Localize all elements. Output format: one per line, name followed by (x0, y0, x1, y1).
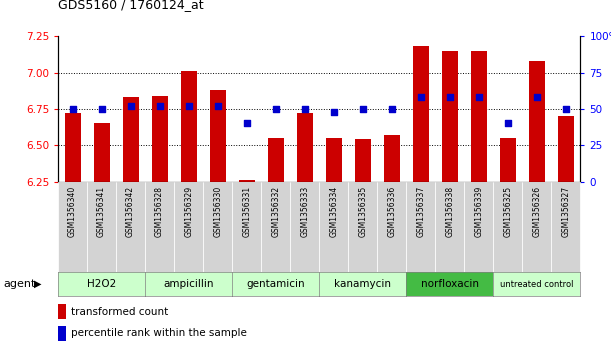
Bar (529, 61, 545, 182)
Bar (123, 97, 139, 182)
Text: GSM1356325: GSM1356325 (503, 186, 513, 237)
Bar (152, 96, 167, 182)
Text: ▶: ▶ (34, 279, 41, 289)
FancyBboxPatch shape (493, 182, 522, 272)
Bar (413, 46, 429, 182)
Point (300, 106, 310, 112)
Text: H2O2: H2O2 (87, 279, 116, 289)
FancyBboxPatch shape (435, 182, 464, 272)
Point (97, 106, 106, 112)
Bar (384, 135, 400, 182)
Text: transformed count: transformed count (71, 307, 168, 317)
Text: GDS5160 / 1760124_at: GDS5160 / 1760124_at (58, 0, 203, 11)
Text: GSM1356338: GSM1356338 (445, 186, 455, 237)
Text: GSM1356327: GSM1356327 (562, 186, 571, 237)
Text: agent: agent (3, 279, 35, 289)
Point (474, 94, 484, 100)
Text: gentamicin: gentamicin (246, 279, 305, 289)
Bar (471, 51, 487, 182)
FancyBboxPatch shape (203, 182, 232, 272)
Text: GSM1356340: GSM1356340 (68, 186, 77, 237)
Point (387, 106, 397, 112)
FancyBboxPatch shape (58, 182, 87, 272)
Text: GSM1356341: GSM1356341 (97, 186, 106, 237)
FancyBboxPatch shape (378, 182, 406, 272)
Text: GSM1356333: GSM1356333 (300, 186, 309, 237)
Bar (58, 304, 66, 319)
Point (445, 94, 455, 100)
Text: kanamycin: kanamycin (334, 279, 391, 289)
Bar (239, 180, 255, 182)
Point (68, 106, 78, 112)
Text: GSM1356334: GSM1356334 (329, 186, 338, 237)
Bar (58, 326, 66, 341)
Point (213, 103, 222, 109)
Point (329, 109, 338, 115)
Text: ampicillin: ampicillin (163, 279, 214, 289)
Bar (297, 113, 313, 182)
FancyBboxPatch shape (262, 182, 290, 272)
Point (271, 106, 280, 112)
FancyBboxPatch shape (552, 182, 580, 272)
FancyBboxPatch shape (174, 182, 203, 272)
Bar (181, 71, 197, 182)
Point (358, 106, 368, 112)
FancyBboxPatch shape (116, 182, 145, 272)
Point (155, 103, 164, 109)
Text: GSM1356326: GSM1356326 (532, 186, 541, 237)
Bar (65, 113, 81, 182)
Text: GSM1356342: GSM1356342 (126, 186, 135, 237)
Text: GSM1356328: GSM1356328 (155, 186, 164, 237)
Bar (442, 51, 458, 182)
Bar (268, 138, 284, 182)
Text: GSM1356331: GSM1356331 (242, 186, 251, 237)
Bar (500, 138, 516, 182)
Point (561, 106, 571, 112)
Point (532, 94, 542, 100)
Point (184, 103, 194, 109)
Text: GSM1356339: GSM1356339 (474, 186, 483, 237)
FancyBboxPatch shape (145, 182, 174, 272)
FancyBboxPatch shape (290, 182, 319, 272)
Text: percentile rank within the sample: percentile rank within the sample (71, 329, 246, 338)
Text: GSM1356336: GSM1356336 (387, 186, 397, 237)
FancyBboxPatch shape (464, 182, 493, 272)
Point (416, 94, 426, 100)
Point (242, 121, 252, 126)
Text: GSM1356329: GSM1356329 (184, 186, 193, 237)
FancyBboxPatch shape (319, 182, 348, 272)
FancyBboxPatch shape (522, 182, 552, 272)
FancyBboxPatch shape (232, 182, 262, 272)
Text: GSM1356332: GSM1356332 (271, 186, 280, 237)
Text: norfloxacin: norfloxacin (421, 279, 479, 289)
Bar (558, 116, 574, 182)
Bar (93, 123, 109, 182)
FancyBboxPatch shape (87, 182, 116, 272)
Bar (355, 139, 371, 182)
Bar (326, 138, 342, 182)
Text: untreated control: untreated control (500, 280, 574, 289)
FancyBboxPatch shape (348, 182, 378, 272)
Bar (210, 90, 225, 182)
Point (503, 121, 513, 126)
Text: GSM1356337: GSM1356337 (416, 186, 425, 237)
Text: GSM1356335: GSM1356335 (358, 186, 367, 237)
FancyBboxPatch shape (406, 182, 435, 272)
Point (126, 103, 136, 109)
Text: GSM1356330: GSM1356330 (213, 186, 222, 237)
